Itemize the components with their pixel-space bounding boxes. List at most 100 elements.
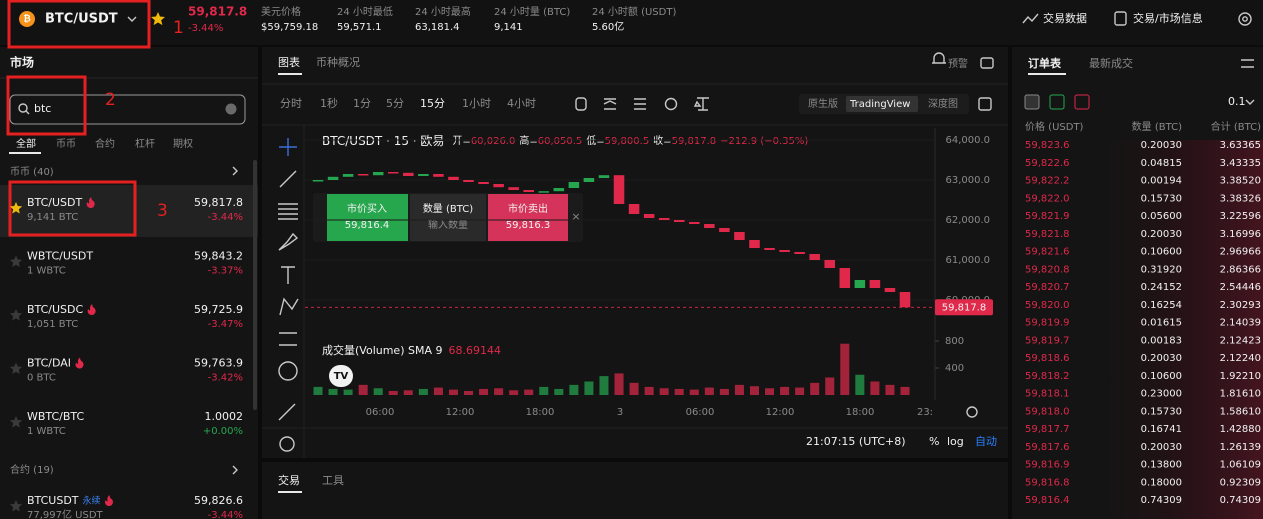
indicator-icon[interactable] [603,98,617,110]
bottom-tab[interactable]: 交易 [278,473,300,487]
alert-button[interactable]: 预警 [948,57,968,70]
ask-price[interactable]: 59,816.9 [1025,460,1070,471]
settings-icon[interactable] [1238,12,1252,26]
ask-price[interactable]: 59,817.7 [1025,424,1070,435]
pair-name[interactable]: BTC/DAI [27,357,71,370]
ask-price[interactable]: 59,817.6 [1025,442,1070,453]
compare-icon[interactable] [693,97,709,111]
clear-search[interactable] [225,103,237,115]
timeframe[interactable]: 1分 [353,97,371,110]
ask-price[interactable]: 59,823.6 [1025,140,1070,151]
ask-price[interactable]: 59,819.7 [1025,335,1070,346]
pattern-tool[interactable] [279,297,299,316]
ask-price[interactable]: 59,822.0 [1025,193,1070,204]
view-option[interactable]: 深度图 [928,97,958,110]
axis-settings[interactable] [966,406,978,418]
alert-icon[interactable] [932,52,946,64]
ask-price[interactable]: 59,816.8 [1025,477,1070,488]
emoji-tool[interactable] [278,361,298,381]
market-tab[interactable]: 全部 [16,137,36,150]
market-tab[interactable]: 合约 [95,137,115,150]
scale-option[interactable]: 自动 [975,435,997,448]
crosshair-tool[interactable] [279,138,297,156]
top-link[interactable]: 交易/市场信息 [1133,11,1203,25]
pair-name[interactable]: WBTC/USDT [27,250,93,263]
ask-price[interactable]: 59,820.7 [1025,282,1070,293]
timeframe[interactable]: 1小时 [462,97,491,110]
view-asks[interactable] [1074,94,1090,110]
ask-price[interactable]: 59,820.0 [1025,300,1070,311]
close-widget[interactable]: × [571,210,580,223]
market-sell[interactable] [488,194,568,241]
search-box[interactable] [9,94,246,125]
pair-name[interactable]: BTC/USDT [27,196,83,209]
ask-price[interactable]: 59,821.8 [1025,229,1070,240]
search-text[interactable]: btc [34,102,51,115]
candle-type-icon[interactable] [575,97,587,111]
timeframe[interactable]: 5分 [386,97,404,110]
futures-expand[interactable] [232,465,238,475]
qty-placeholder[interactable]: 输入数量 [428,218,468,231]
sell-label[interactable]: 市价卖出 [508,202,548,215]
orderbook-tab[interactable]: 最新成交 [1089,56,1133,70]
orderbook-tab[interactable]: 订单表 [1028,56,1062,70]
fullscreen-icon[interactable] [978,97,992,111]
chart-tab[interactable]: 币种概况 [316,55,360,69]
brush-tool[interactable] [278,232,299,251]
market-buy[interactable] [327,194,408,241]
orderbook-settings[interactable] [1241,59,1254,68]
ask-price[interactable]: 59,821.6 [1025,247,1070,258]
text-tool[interactable] [281,266,295,284]
layout-icon[interactable] [980,57,994,69]
favorite-star[interactable] [9,309,23,321]
ask-price[interactable]: 59,818.6 [1025,353,1070,364]
market-tab[interactable]: 杠杆 [135,137,155,150]
measure-tool[interactable] [278,403,296,421]
favorite-star[interactable] [9,500,23,512]
fib-tool[interactable] [278,203,298,220]
ask-price[interactable]: 59,821.9 [1025,211,1070,222]
sell-price[interactable]: 59,816.3 [506,220,551,231]
ask-price[interactable]: 59,820.8 [1025,264,1070,275]
ruler-tool[interactable] [279,332,297,346]
pair-name[interactable]: BTC/USDC [27,303,84,316]
pair-name[interactable]: BTCUSDT [27,494,79,507]
ask-price[interactable]: 59,822.2 [1025,176,1070,187]
tick-size-dropdown[interactable] [1245,99,1255,105]
ask-price[interactable]: 59,818.0 [1025,406,1070,417]
favorite-star[interactable] [9,362,23,375]
chart-tab[interactable]: 图表 [278,55,300,69]
timeframe[interactable]: 15分 [420,97,445,110]
favorite-star[interactable] [9,202,23,214]
spot-expand[interactable] [232,166,238,176]
ask-price[interactable]: 59,822.6 [1025,158,1070,169]
bottom-tab[interactable]: 工具 [322,474,344,487]
scale-option[interactable]: log [947,435,964,448]
buy-label[interactable]: 市价买入 [347,202,387,215]
favorite-star[interactable] [9,416,23,428]
timeframe[interactable]: 4小时 [507,97,536,110]
trendline-tool[interactable] [279,170,297,188]
settings-list-icon[interactable] [634,98,646,110]
zoom-tool[interactable] [279,436,295,452]
timeframe[interactable]: 1秒 [320,96,338,110]
ask-price[interactable]: 59,819.9 [1025,318,1070,329]
ask-price[interactable]: 59,818.1 [1025,389,1070,400]
view-option[interactable]: TradingView [849,99,910,110]
buy-price[interactable]: 59,816.4 [345,220,390,231]
view-bids[interactable] [1049,94,1065,110]
scale-option[interactable]: % [929,435,939,448]
quantity-input[interactable] [410,194,486,241]
pair-dropdown[interactable] [127,16,137,22]
pair-name[interactable]: WBTC/BTC [27,410,85,423]
view-both[interactable] [1024,94,1040,110]
timeframe[interactable]: 分时 [280,97,302,110]
favorite-star[interactable] [9,255,23,268]
market-tab[interactable]: 币币 [56,138,76,150]
top-link[interactable]: 交易数据 [1043,11,1087,25]
market-tab[interactable]: 期权 [173,137,193,150]
ask-price[interactable]: 59,818.2 [1025,371,1070,382]
ask-price[interactable]: 59,816.4 [1025,495,1070,506]
view-option[interactable]: 原生版 [808,97,838,110]
tick-size[interactable]: 0.1 [1228,95,1246,108]
